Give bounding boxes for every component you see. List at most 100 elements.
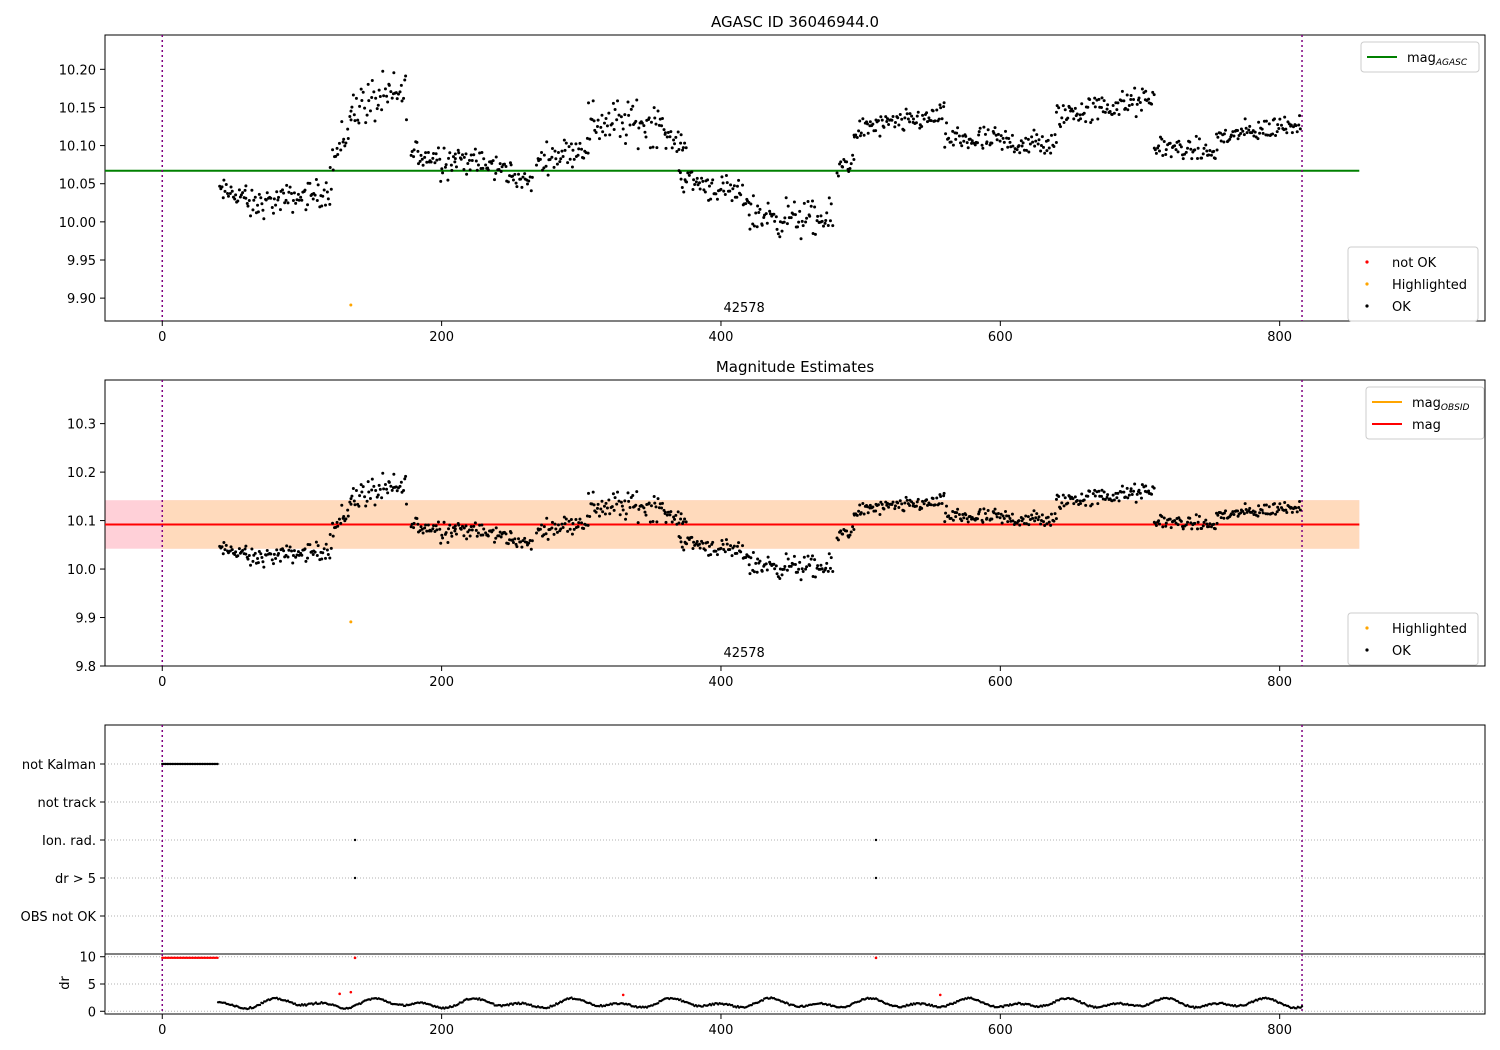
dr-point-not-ok <box>186 956 189 960</box>
data-point-ok <box>624 133 628 137</box>
data-point-ok <box>783 564 787 568</box>
data-point-ok <box>703 190 707 194</box>
data-point-ok <box>538 527 542 531</box>
data-point-ok <box>648 520 652 524</box>
data-point-ok <box>747 213 751 217</box>
data-point-ok <box>649 504 653 508</box>
data-point-ok <box>261 560 265 564</box>
data-point-ok <box>957 512 961 516</box>
data-point-ok <box>1073 495 1077 499</box>
data-point-ok <box>1103 110 1107 114</box>
data-point-ok <box>349 497 353 501</box>
data-point-ok <box>514 542 518 546</box>
data-point-ok <box>1260 508 1264 512</box>
data-point-ok <box>292 549 296 553</box>
data-point-ok <box>1132 97 1136 101</box>
data-point-ok <box>1218 131 1222 135</box>
data-point-ok <box>1197 137 1201 141</box>
data-point-ok <box>506 180 510 184</box>
data-point-ok <box>1247 128 1251 132</box>
data-point-ok <box>326 197 330 201</box>
data-point-ok <box>800 219 804 223</box>
flag-row-label: not track <box>37 796 96 811</box>
data-point-ok <box>1129 93 1133 97</box>
data-point-ok <box>247 198 251 202</box>
data-point-ok <box>682 190 686 194</box>
data-point-ok <box>827 196 831 200</box>
data-point-ok <box>328 202 332 206</box>
data-point-ok <box>893 121 897 125</box>
data-point-ok <box>1126 108 1130 112</box>
data-point-ok <box>451 155 455 159</box>
data-point-ok <box>542 166 546 170</box>
data-point-ok <box>361 90 365 94</box>
data-point-ok <box>982 125 986 129</box>
data-point-ok <box>775 227 779 231</box>
data-point-ok <box>580 521 584 525</box>
data-point-ok <box>1173 144 1177 148</box>
dr-point-ok <box>730 1003 734 1007</box>
dr-point-not-ok <box>211 956 214 960</box>
data-point-ok <box>644 513 648 517</box>
obsid-label: 42578 <box>723 301 764 316</box>
data-point-ok <box>937 117 941 121</box>
data-point-ok <box>657 506 661 510</box>
data-point-ok <box>882 507 886 511</box>
data-point-ok <box>721 542 725 546</box>
legend-points <box>1347 246 1479 322</box>
data-point-ok <box>748 572 752 576</box>
data-point-ok <box>224 543 228 547</box>
data-point-ok <box>1229 512 1233 516</box>
data-point-ok <box>1060 116 1064 120</box>
data-point-ok <box>1126 496 1130 500</box>
data-point-ok <box>237 547 241 551</box>
data-point-ok <box>1091 101 1095 105</box>
data-point-ok <box>679 540 683 544</box>
data-point-ok <box>725 181 729 185</box>
data-point-ok <box>1169 526 1173 530</box>
data-point-ok <box>992 511 996 515</box>
data-point-ok <box>692 178 696 182</box>
data-point-ok <box>1024 136 1028 140</box>
dr-point-not-ok <box>353 956 357 960</box>
data-point-ok <box>367 490 371 494</box>
data-point-ok <box>560 149 564 153</box>
flag-point <box>197 762 201 766</box>
data-point-ok <box>636 521 640 525</box>
data-point-ok <box>854 133 858 137</box>
data-point-ok <box>553 149 557 153</box>
data-point-ok <box>316 183 320 187</box>
data-point-ok <box>905 112 909 116</box>
data-point-ok <box>792 554 796 558</box>
data-point-ok <box>692 540 696 544</box>
data-point-ok <box>741 544 745 548</box>
data-point-ok <box>874 509 878 513</box>
data-point-ok <box>433 161 437 165</box>
data-point-ok <box>1208 149 1212 153</box>
data-point-ok <box>511 178 515 182</box>
flag-point <box>211 762 214 766</box>
data-point-ok <box>351 486 355 490</box>
data-point-ok <box>978 508 982 512</box>
data-point-ok <box>937 502 941 506</box>
data-point-ok <box>274 203 278 207</box>
dr-point-not-ok <box>197 956 201 960</box>
y-tick-label: 5 <box>88 978 96 993</box>
x-tick-label: 600 <box>988 330 1013 345</box>
x-tick-label: 400 <box>709 1023 734 1038</box>
data-point-ok <box>1290 131 1294 135</box>
data-point-ok <box>694 180 698 184</box>
data-point-ok <box>249 214 253 218</box>
data-point-ok <box>265 191 269 195</box>
panel-agasc-magnitude: AGASC ID 36046944.0 0 200 400 600 8009.909.9… <box>59 13 1486 345</box>
data-point-ok <box>438 527 442 531</box>
data-point-ok <box>519 177 523 181</box>
data-point-ok <box>303 188 307 192</box>
data-point-ok <box>443 165 447 169</box>
data-point-ok <box>459 157 463 161</box>
flag-point <box>177 762 181 766</box>
data-point-ok <box>372 484 376 488</box>
data-point-ok <box>262 565 266 569</box>
data-point-ok <box>903 501 907 505</box>
data-point-ok <box>294 555 298 559</box>
